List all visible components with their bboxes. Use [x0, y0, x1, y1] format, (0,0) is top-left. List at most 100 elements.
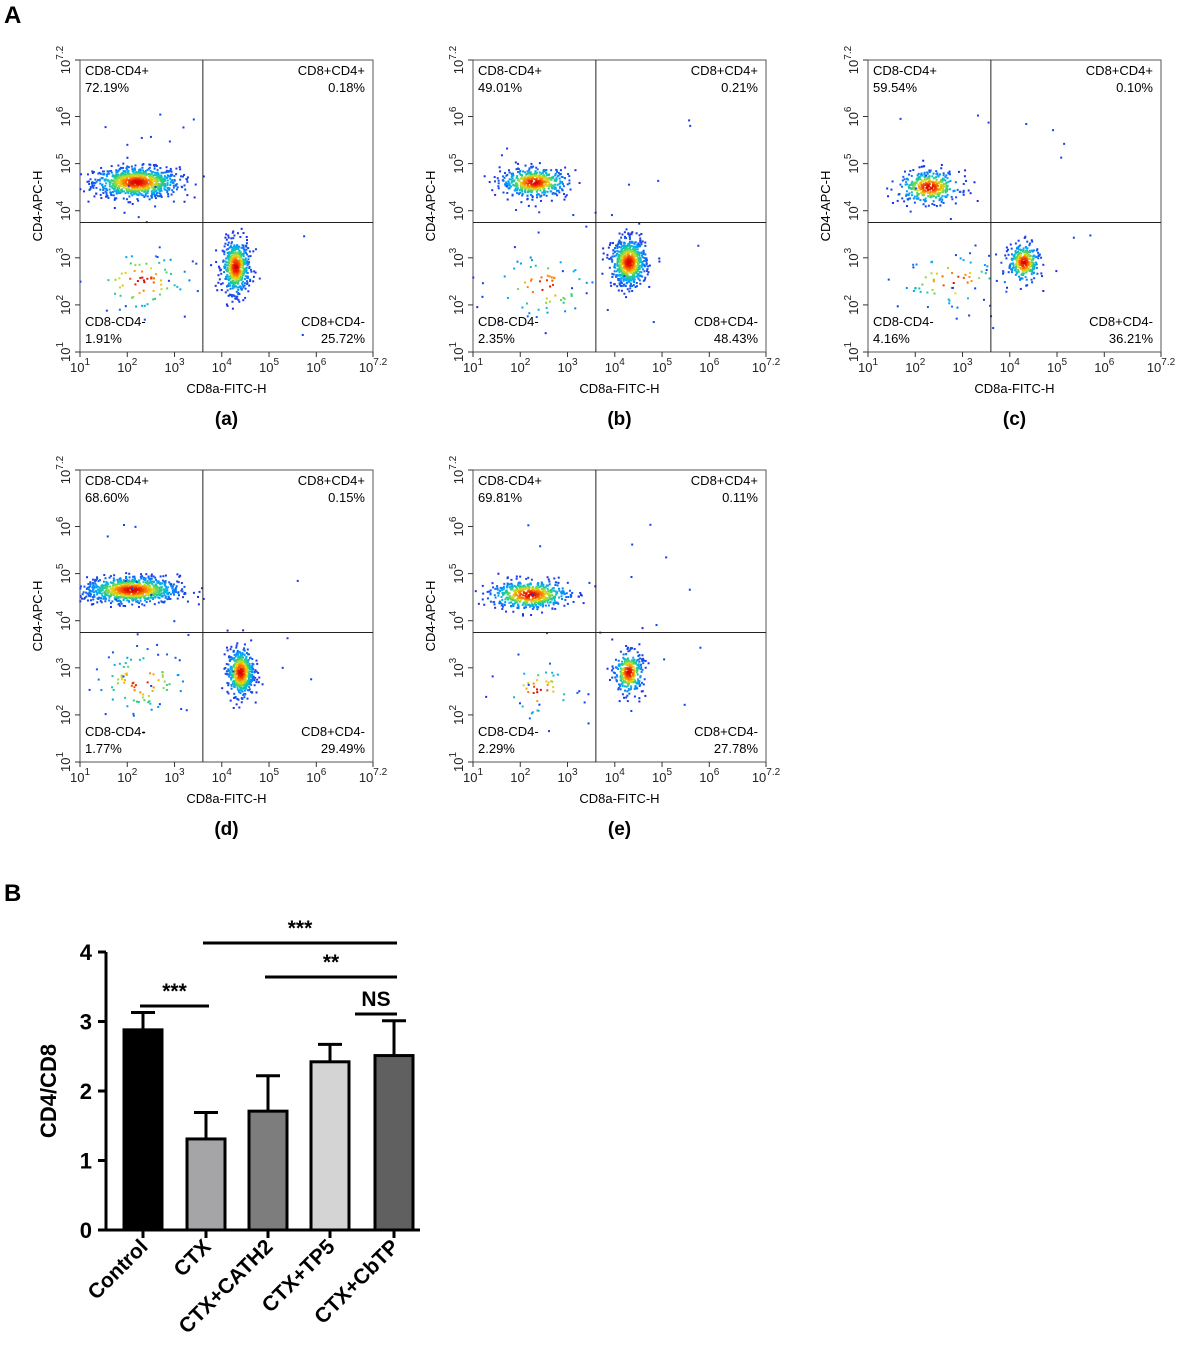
event-dot	[905, 181, 908, 184]
event-dot	[249, 255, 252, 258]
event-dot	[169, 258, 172, 261]
event-dot	[543, 187, 546, 190]
event-dot	[617, 268, 620, 271]
event-dot	[640, 232, 643, 235]
event-dot	[154, 177, 157, 180]
event-dot	[944, 189, 947, 192]
event-dot	[236, 697, 239, 700]
event-dot	[113, 187, 116, 190]
event-dot	[935, 196, 938, 199]
event-dot	[138, 263, 141, 266]
event-dot	[166, 189, 169, 192]
event-dot	[118, 181, 121, 184]
event-dot	[230, 242, 233, 245]
event-dot	[1023, 269, 1026, 272]
event-dot	[174, 588, 177, 591]
event-dot	[633, 242, 636, 245]
event-dot	[238, 249, 241, 252]
event-dot	[238, 293, 241, 296]
event-dot	[231, 676, 234, 679]
event-dot	[124, 187, 127, 190]
event-dot	[149, 169, 152, 172]
event-dot	[227, 257, 230, 260]
event-dot	[629, 275, 632, 278]
event-dot	[82, 190, 85, 193]
event-dot	[924, 184, 927, 187]
event-dot	[641, 275, 644, 278]
quadrant-percent: 2.35%	[478, 331, 515, 346]
event-dot	[143, 281, 146, 284]
event-dot	[146, 584, 149, 587]
event-dot	[131, 176, 134, 179]
event-dot	[940, 196, 943, 199]
event-dot	[233, 234, 236, 237]
event-dot	[624, 246, 627, 249]
event-dot	[535, 172, 538, 175]
event-dot	[531, 259, 534, 262]
event-dot	[253, 270, 256, 273]
event-dot	[557, 171, 560, 174]
x-axis-label: CD8a-FITC-H	[186, 381, 266, 396]
quadrant-percent: 1.91%	[85, 331, 122, 346]
event-dot	[248, 265, 251, 268]
event-dot	[252, 663, 255, 666]
event-dot	[135, 192, 138, 195]
event-dot	[242, 656, 245, 659]
event-dot	[637, 257, 640, 260]
event-dot	[104, 591, 107, 594]
event-dot	[537, 308, 540, 311]
event-dot	[629, 250, 632, 253]
event-dot	[922, 183, 925, 186]
event-dot	[155, 191, 158, 194]
event-dot	[141, 169, 144, 172]
event-dot	[1016, 260, 1019, 263]
event-dot	[241, 266, 244, 269]
event-dot	[1052, 129, 1055, 132]
event-dot	[113, 198, 116, 201]
event-dot	[629, 284, 632, 287]
event-dot	[137, 584, 140, 587]
event-dot	[642, 279, 645, 282]
event-dot	[238, 300, 241, 303]
event-dot	[537, 193, 540, 196]
event-dot	[232, 267, 235, 270]
event-dot	[550, 178, 553, 181]
event-dot	[237, 262, 240, 265]
event-dot	[135, 592, 138, 595]
event-dot	[161, 184, 164, 187]
event-dot	[630, 233, 633, 236]
event-dot	[1020, 267, 1023, 270]
event-dot	[301, 334, 304, 337]
event-dot	[168, 581, 171, 584]
event-dot	[926, 306, 929, 309]
event-dot	[923, 191, 926, 194]
event-dot	[92, 181, 95, 184]
event-dot	[132, 586, 135, 589]
event-dot	[162, 182, 165, 185]
event-dot	[563, 192, 566, 195]
x-tick-label: 107.2	[1147, 357, 1176, 375]
event-dot	[637, 268, 640, 271]
x-tick-label: 101	[858, 357, 878, 375]
event-dot	[89, 592, 92, 595]
event-dot	[192, 118, 195, 121]
event-dot	[86, 586, 89, 589]
event-dot	[125, 198, 128, 201]
event-dot	[159, 586, 162, 589]
event-dot	[227, 663, 230, 666]
event-dot	[87, 200, 90, 203]
event-dot	[105, 309, 108, 312]
event-dot	[89, 187, 92, 190]
event-dot	[137, 605, 140, 608]
event-dot	[234, 695, 237, 698]
event-dot	[191, 260, 194, 263]
event-dot	[234, 254, 237, 257]
event-dot	[86, 180, 89, 183]
event-dot	[138, 581, 141, 584]
event-dot	[1024, 258, 1027, 261]
event-dot	[644, 241, 647, 244]
event-dot	[137, 188, 140, 191]
event-dot	[172, 181, 175, 184]
event-dot	[144, 192, 147, 195]
event-dot	[519, 262, 522, 265]
